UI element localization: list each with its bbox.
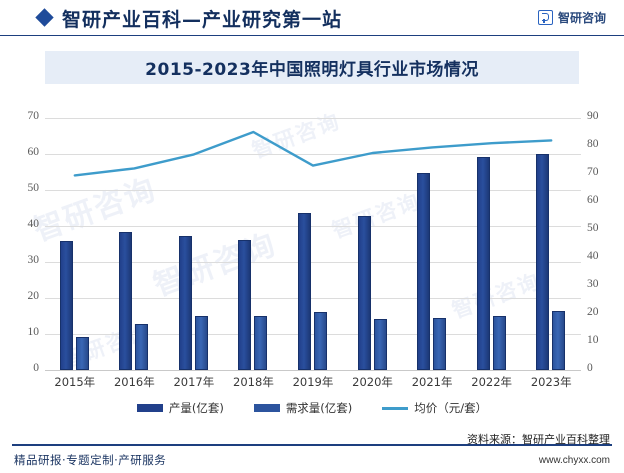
y-axis-right-tick: 50 [587, 222, 599, 234]
bar-demand [492, 316, 506, 370]
y-axis-right-tick: 10 [587, 334, 599, 346]
bar-demand [552, 311, 566, 370]
bar-production [59, 241, 73, 370]
bar-demand [373, 318, 387, 370]
bar-demand [254, 316, 268, 370]
footer-tagline: 精品研报·专题定制·产研服务 [14, 453, 167, 467]
page-header: 智研产业百科—产业研究第一站 智研咨询 [0, 0, 624, 36]
gridline [45, 370, 581, 371]
bar-production [298, 213, 311, 370]
zhiyan-logo-icon [537, 10, 553, 25]
legend-item[interactable]: 产量(亿套) [136, 400, 224, 416]
x-axis-tick: 2020年 [352, 375, 393, 389]
bar-production [178, 236, 192, 370]
legend-swatch [136, 404, 163, 412]
gridline [45, 154, 581, 155]
y-axis-left-tick: 60 [27, 146, 40, 158]
bar-demand [75, 336, 89, 370]
bar-demand [433, 317, 447, 370]
bar-production [238, 239, 252, 370]
y-axis-left-tick: 20 [27, 290, 40, 302]
gridline [45, 298, 581, 299]
y-axis-left-tick: 10 [27, 326, 40, 338]
line-series-average-price [73, 130, 553, 177]
y-axis-right-tick: 80 [587, 138, 599, 150]
x-axis-tick: 2016年 [113, 375, 155, 389]
bar-production [536, 154, 550, 370]
footer-source: 资料来源：智研产业百科整理 [467, 433, 610, 446]
x-axis-tick: 2017年 [173, 375, 215, 389]
chart-title: 2015-2023年中国照明灯具行业市场情况 [145, 60, 479, 80]
legend-swatch [382, 406, 409, 410]
chart-plot-area: 0 10 20 30 40 50 60 70 0 10 20 30 40 50 60 70 80 90 2015年 2… [28, 110, 599, 389]
y-axis-right-tick: 70 [587, 166, 599, 178]
x-axis-tick: 2015年 [54, 375, 96, 389]
y-axis-left-tick: 0 [33, 362, 39, 374]
bar-demand [194, 315, 208, 370]
x-axis-tick: 2021年 [411, 375, 453, 389]
bar-production [417, 172, 431, 370]
legend-swatch [253, 404, 280, 412]
legend-item[interactable]: 需求量(亿套) [253, 400, 353, 416]
legend-label: 需求量(亿套) [285, 401, 353, 415]
bar-demand [135, 323, 149, 370]
footer-divider [12, 444, 612, 446]
y-axis-right-tick: 60 [587, 194, 599, 206]
diamond-icon [35, 8, 54, 27]
legend-label: 产量(亿套) [168, 401, 224, 415]
y-axis-right-tick: 20 [587, 306, 599, 318]
y-axis-right-tick: 90 [587, 110, 599, 122]
legend-item[interactable]: 均价（元/套） [382, 400, 487, 416]
bar-demand [314, 312, 327, 370]
gridline [45, 118, 581, 119]
chart-title-band [45, 51, 579, 84]
chart-legend: 产量(亿套) 需求量(亿套) 均价（元/套） [0, 400, 624, 416]
x-axis-tick: 2022年 [471, 375, 513, 389]
header-title: 智研产业百科—产业研究第一站 [62, 9, 343, 31]
y-axis-left-tick: 40 [27, 218, 40, 230]
gridline [45, 226, 581, 227]
brand-logo: 智研咨询 [537, 9, 606, 26]
gridline [45, 190, 581, 191]
x-axis-tick: 2019年 [292, 375, 334, 389]
footer-url[interactable]: www.chyxx.com [538, 455, 610, 466]
y-axis-left-tick: 30 [27, 254, 40, 266]
brand-label: 智研咨询 [557, 11, 606, 25]
x-axis-tick: 2018年 [233, 375, 274, 389]
gridline [45, 334, 581, 335]
bar-production [357, 215, 371, 370]
x-axis-tick: 2023年 [530, 375, 572, 389]
bar-production [476, 156, 490, 370]
y-axis-left-tick: 70 [27, 110, 40, 122]
bar-production [119, 232, 133, 370]
legend-label: 均价（元/套） [414, 401, 488, 415]
gridline [45, 262, 581, 263]
y-axis-right-tick: 30 [587, 278, 599, 290]
y-axis-right-tick: 0 [587, 362, 593, 374]
y-axis-left-tick: 50 [27, 182, 40, 194]
y-axis-right-tick: 40 [587, 250, 599, 262]
